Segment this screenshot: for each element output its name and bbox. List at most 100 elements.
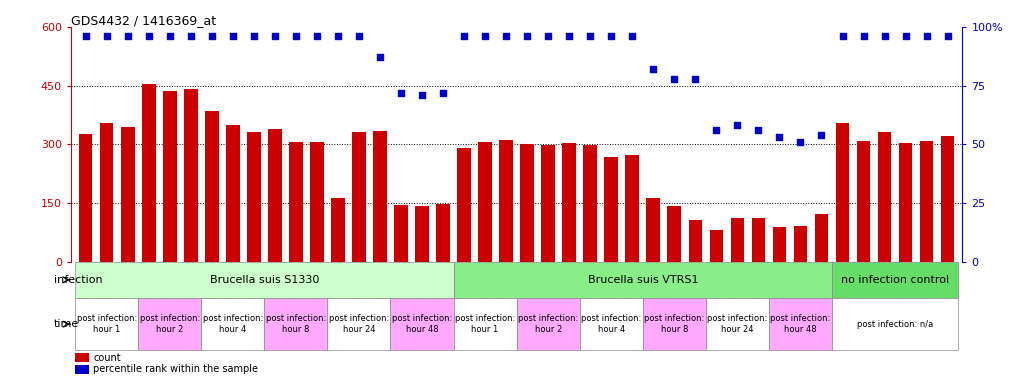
Point (876, 33, 892, 39)
Point (204, 33, 220, 39)
Bar (769, 298, 832, 350)
Text: time: time (54, 319, 79, 329)
Bar (331, 198, 344, 262)
Bar (730, 218, 745, 262)
Point (414, 92, 431, 98)
Point (393, 89, 409, 96)
Point (266, 33, 283, 39)
Bar (583, 145, 597, 262)
Point (120, 33, 136, 39)
Point (330, 33, 346, 39)
Bar (517, 298, 579, 350)
Bar (499, 139, 513, 262)
Point (519, 33, 535, 39)
Bar (353, 132, 366, 262)
Bar (706, 298, 769, 350)
Point (603, 33, 619, 39)
Bar (941, 136, 954, 262)
Bar (247, 132, 260, 262)
Bar (899, 144, 913, 262)
Bar (289, 142, 303, 262)
Bar (605, 157, 618, 262)
Text: post infection:
hour 2: post infection: hour 2 (518, 314, 578, 334)
Point (477, 33, 493, 39)
Bar (832, 262, 958, 298)
Bar (138, 298, 202, 350)
Point (751, 127, 767, 133)
Text: post infection:
hour 4: post infection: hour 4 (203, 314, 263, 334)
Bar (832, 298, 958, 350)
Point (225, 33, 241, 39)
Text: post infection:
hour 1: post infection: hour 1 (77, 314, 137, 334)
Point (561, 33, 577, 39)
Bar (202, 298, 264, 350)
Point (435, 89, 451, 96)
Point (667, 75, 683, 81)
Bar (857, 141, 870, 262)
Bar (226, 125, 240, 262)
Bar (668, 206, 681, 262)
Bar (541, 146, 555, 262)
Point (456, 33, 472, 39)
Point (372, 54, 388, 60)
Bar (625, 155, 639, 262)
Bar (454, 262, 832, 298)
Point (855, 33, 871, 39)
Bar (75, 364, 89, 374)
Text: post infection:
hour 24: post infection: hour 24 (707, 314, 768, 334)
Text: post infection:
hour 4: post infection: hour 4 (581, 314, 641, 334)
Point (309, 33, 325, 39)
Text: no infection control: no infection control (841, 275, 949, 285)
Bar (689, 220, 702, 262)
Bar (100, 123, 113, 262)
Point (350, 33, 367, 39)
Point (246, 33, 262, 39)
Point (835, 33, 851, 39)
Bar (643, 298, 706, 350)
Bar (521, 144, 534, 262)
Bar (390, 298, 454, 350)
Point (98, 33, 114, 39)
Text: post infection:
hour 1: post infection: hour 1 (455, 314, 516, 334)
Point (919, 33, 935, 39)
Bar (793, 225, 807, 262)
Bar (163, 91, 176, 262)
Bar (814, 214, 829, 262)
Bar (75, 353, 89, 362)
Text: post infection:
hour 8: post infection: hour 8 (265, 314, 326, 334)
Bar (709, 230, 723, 262)
Point (898, 33, 914, 39)
Point (141, 33, 157, 39)
Bar (205, 111, 219, 262)
Text: post infection:
hour 48: post infection: hour 48 (392, 314, 452, 334)
Bar (142, 84, 156, 262)
Point (288, 33, 304, 39)
Bar (75, 298, 138, 350)
Bar (773, 227, 786, 262)
Bar (310, 142, 324, 262)
Point (78, 33, 94, 39)
Text: post infection:
hour 2: post infection: hour 2 (140, 314, 200, 334)
Point (540, 33, 556, 39)
Text: post infection:
hour 24: post infection: hour 24 (329, 314, 389, 334)
Text: post infection:
hour 48: post infection: hour 48 (770, 314, 831, 334)
Point (624, 33, 640, 39)
Point (582, 33, 599, 39)
Text: infection: infection (54, 275, 102, 285)
Text: percentile rank within the sample: percentile rank within the sample (93, 364, 258, 374)
Bar (75, 262, 454, 298)
Point (708, 127, 724, 133)
Bar (415, 206, 428, 262)
Point (939, 33, 955, 39)
Point (498, 33, 515, 39)
Bar (646, 198, 660, 262)
Text: post infection: n/a: post infection: n/a (857, 319, 933, 329)
Bar (877, 132, 891, 262)
Bar (752, 218, 765, 262)
Bar (121, 127, 135, 262)
Point (729, 122, 746, 129)
Bar (437, 204, 450, 262)
Bar (373, 131, 387, 262)
Point (645, 66, 661, 72)
Bar (562, 143, 576, 262)
